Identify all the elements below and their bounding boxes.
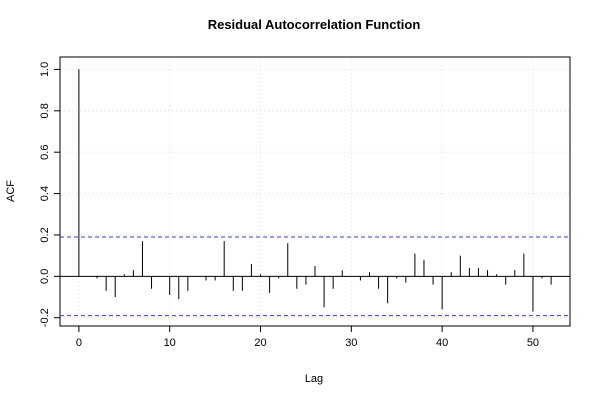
plot-frame [59,56,571,327]
y-tick-label: 0.6 [39,145,51,160]
x-tick-label: 30 [345,337,357,349]
x-tick-label: 20 [254,337,266,349]
x-tick-label: 50 [527,337,539,349]
x-tick-label: 10 [164,337,176,349]
y-tick-label: 0.4 [39,186,51,201]
y-tick-label: 1.0 [39,62,51,77]
chart-title: Residual Autocorrelation Function [208,17,421,32]
x-tick-label: 0 [76,337,82,349]
y-tick-label: 0.0 [39,269,51,284]
y-axis-label: ACF [5,180,17,202]
x-axis-label: Lag [305,373,323,385]
y-tick-label: -0.2 [39,308,51,327]
y-tick-label: 0.2 [39,227,51,242]
x-tick-label: 40 [436,337,448,349]
y-tick-label: 0.8 [39,103,51,118]
